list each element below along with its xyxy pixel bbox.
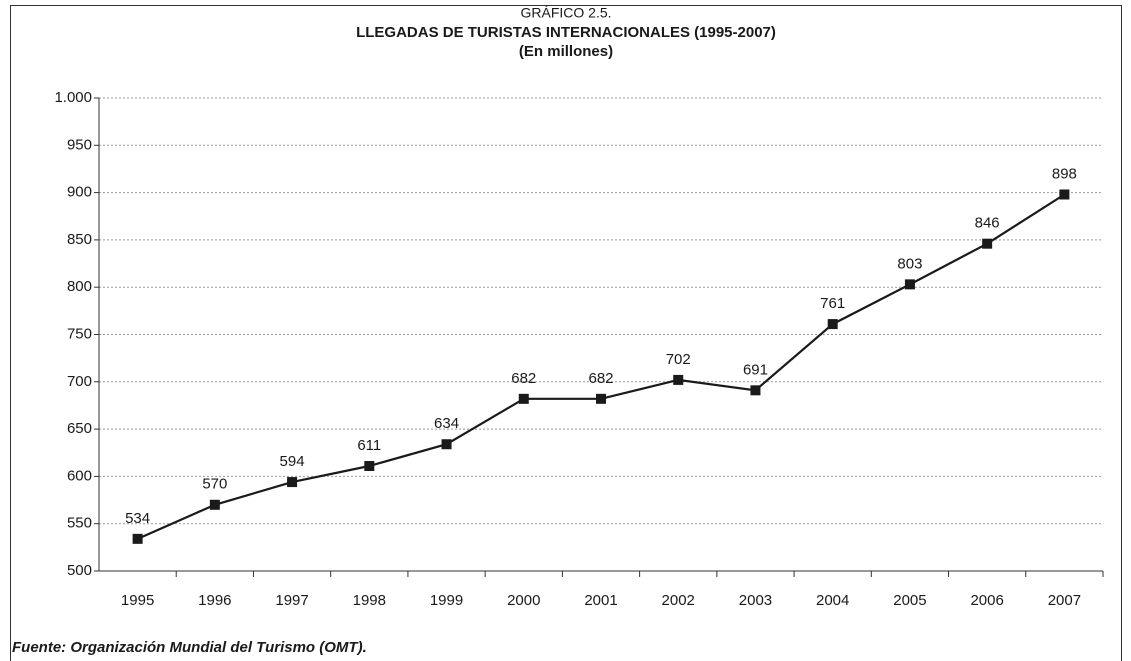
y-tick-label: 750 <box>67 325 92 342</box>
y-tick-label: 500 <box>67 562 92 579</box>
data-label: 594 <box>280 453 305 470</box>
data-point <box>364 460 375 471</box>
data-point <box>518 393 529 404</box>
x-tick-label: 2007 <box>1048 592 1081 609</box>
data-point <box>827 319 838 330</box>
data-point <box>1059 189 1070 200</box>
data-point <box>287 477 298 488</box>
chart-supertitle: GRÁFICO 2.5. <box>520 5 611 21</box>
data-label: 534 <box>125 510 150 527</box>
data-label: 846 <box>975 215 1000 232</box>
data-point <box>209 499 220 510</box>
data-point <box>673 374 684 385</box>
data-label: 803 <box>897 255 922 272</box>
chart-title: LLEGADAS DE TURISTAS INTERNACIONALES (19… <box>356 24 776 41</box>
y-tick-label: 550 <box>67 515 92 532</box>
data-point <box>596 393 606 404</box>
x-tick-label: 2005 <box>893 592 926 609</box>
y-tick-label: 650 <box>67 420 92 437</box>
source-note: Fuente: Organización Mundial del Turismo… <box>12 639 367 656</box>
x-tick-label: 2002 <box>662 592 695 609</box>
data-label: 611 <box>357 437 381 454</box>
x-tick-label: 1999 <box>430 592 463 609</box>
y-tick-label: 900 <box>67 184 92 201</box>
data-point <box>904 279 915 290</box>
data-point <box>750 385 761 396</box>
x-tick-label: 2006 <box>970 592 1003 609</box>
data-label: 570 <box>202 476 227 493</box>
data-label: 898 <box>1052 165 1077 182</box>
data-label: 682 <box>588 370 613 387</box>
x-tick-label: 2004 <box>816 592 849 609</box>
y-tick-label: 700 <box>67 373 92 390</box>
data-label: 691 <box>743 361 768 378</box>
data-line <box>137 193 1065 540</box>
data-point <box>982 238 993 249</box>
x-tick-label: 2000 <box>507 592 540 609</box>
x-tick-label: 1996 <box>198 592 231 609</box>
y-tick-label: 600 <box>67 467 92 484</box>
data-label: 702 <box>666 351 691 368</box>
y-tick-label: 950 <box>67 136 92 153</box>
x-tick-label: 2003 <box>739 592 772 609</box>
data-label: 682 <box>511 370 536 387</box>
y-tick-label: 1.000 <box>54 89 92 106</box>
frame <box>10 5 1122 661</box>
data-point <box>132 533 143 544</box>
x-tick-label: 1998 <box>353 592 386 609</box>
chart-subtitle: (En millones) <box>519 43 613 60</box>
x-tick-label: 1997 <box>275 592 308 609</box>
x-tick-label: 1995 <box>121 592 154 609</box>
data-point <box>441 439 452 450</box>
x-tick-label: 2001 <box>584 592 617 609</box>
y-tick-label: 850 <box>67 231 92 248</box>
y-tick-label: 800 <box>67 278 92 295</box>
data-label: 634 <box>434 415 459 432</box>
data-label: 761 <box>820 295 845 312</box>
